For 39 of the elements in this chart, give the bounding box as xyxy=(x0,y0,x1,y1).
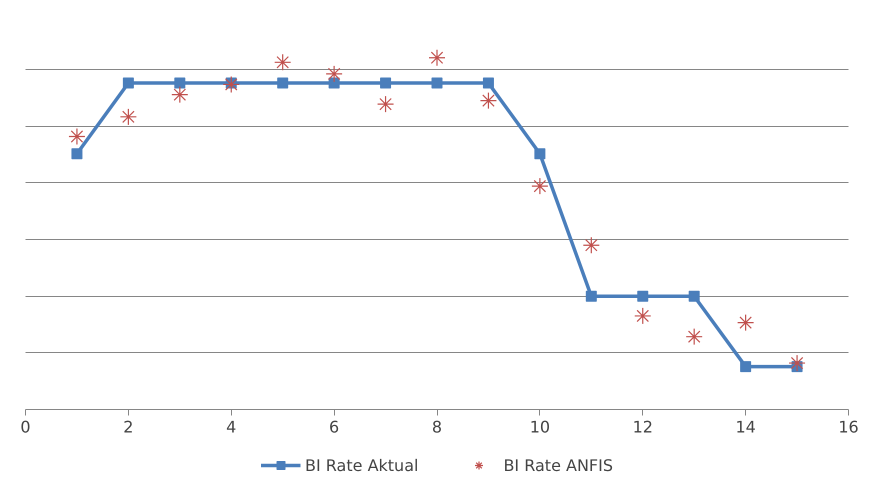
point xyxy=(328,78,340,89)
point xyxy=(582,236,600,254)
x-tick-label: 2 xyxy=(123,418,134,436)
point xyxy=(586,290,597,302)
legend-label: BI Rate Aktual xyxy=(305,456,418,474)
point xyxy=(174,78,186,89)
legend-label: BI Rate ANFIS xyxy=(503,456,613,474)
point xyxy=(634,307,652,325)
point xyxy=(68,128,86,146)
point xyxy=(432,78,442,89)
point xyxy=(376,96,394,113)
x-tick-label: 12 xyxy=(632,418,653,436)
point xyxy=(480,92,498,110)
point xyxy=(428,49,446,66)
point xyxy=(637,290,648,302)
point xyxy=(531,178,548,195)
x-tick-label: 16 xyxy=(838,418,859,436)
point xyxy=(686,328,703,346)
point xyxy=(222,76,240,94)
point xyxy=(740,361,752,372)
x-tick-label: 14 xyxy=(735,418,756,436)
point xyxy=(122,78,134,89)
point xyxy=(274,54,292,71)
point xyxy=(277,78,288,89)
point xyxy=(482,78,494,89)
x-tick-label: 8 xyxy=(432,418,442,436)
point xyxy=(171,86,188,104)
point xyxy=(120,108,137,126)
x-tick-label: 6 xyxy=(329,418,340,436)
point xyxy=(788,354,806,372)
x-tick-label: 10 xyxy=(530,418,550,436)
point xyxy=(380,78,392,89)
point xyxy=(737,314,754,332)
point xyxy=(71,148,82,160)
x-tick-label: 4 xyxy=(226,418,236,436)
point xyxy=(326,65,343,82)
x-tick-label: 0 xyxy=(20,418,31,436)
point xyxy=(688,290,700,302)
point xyxy=(534,148,546,160)
